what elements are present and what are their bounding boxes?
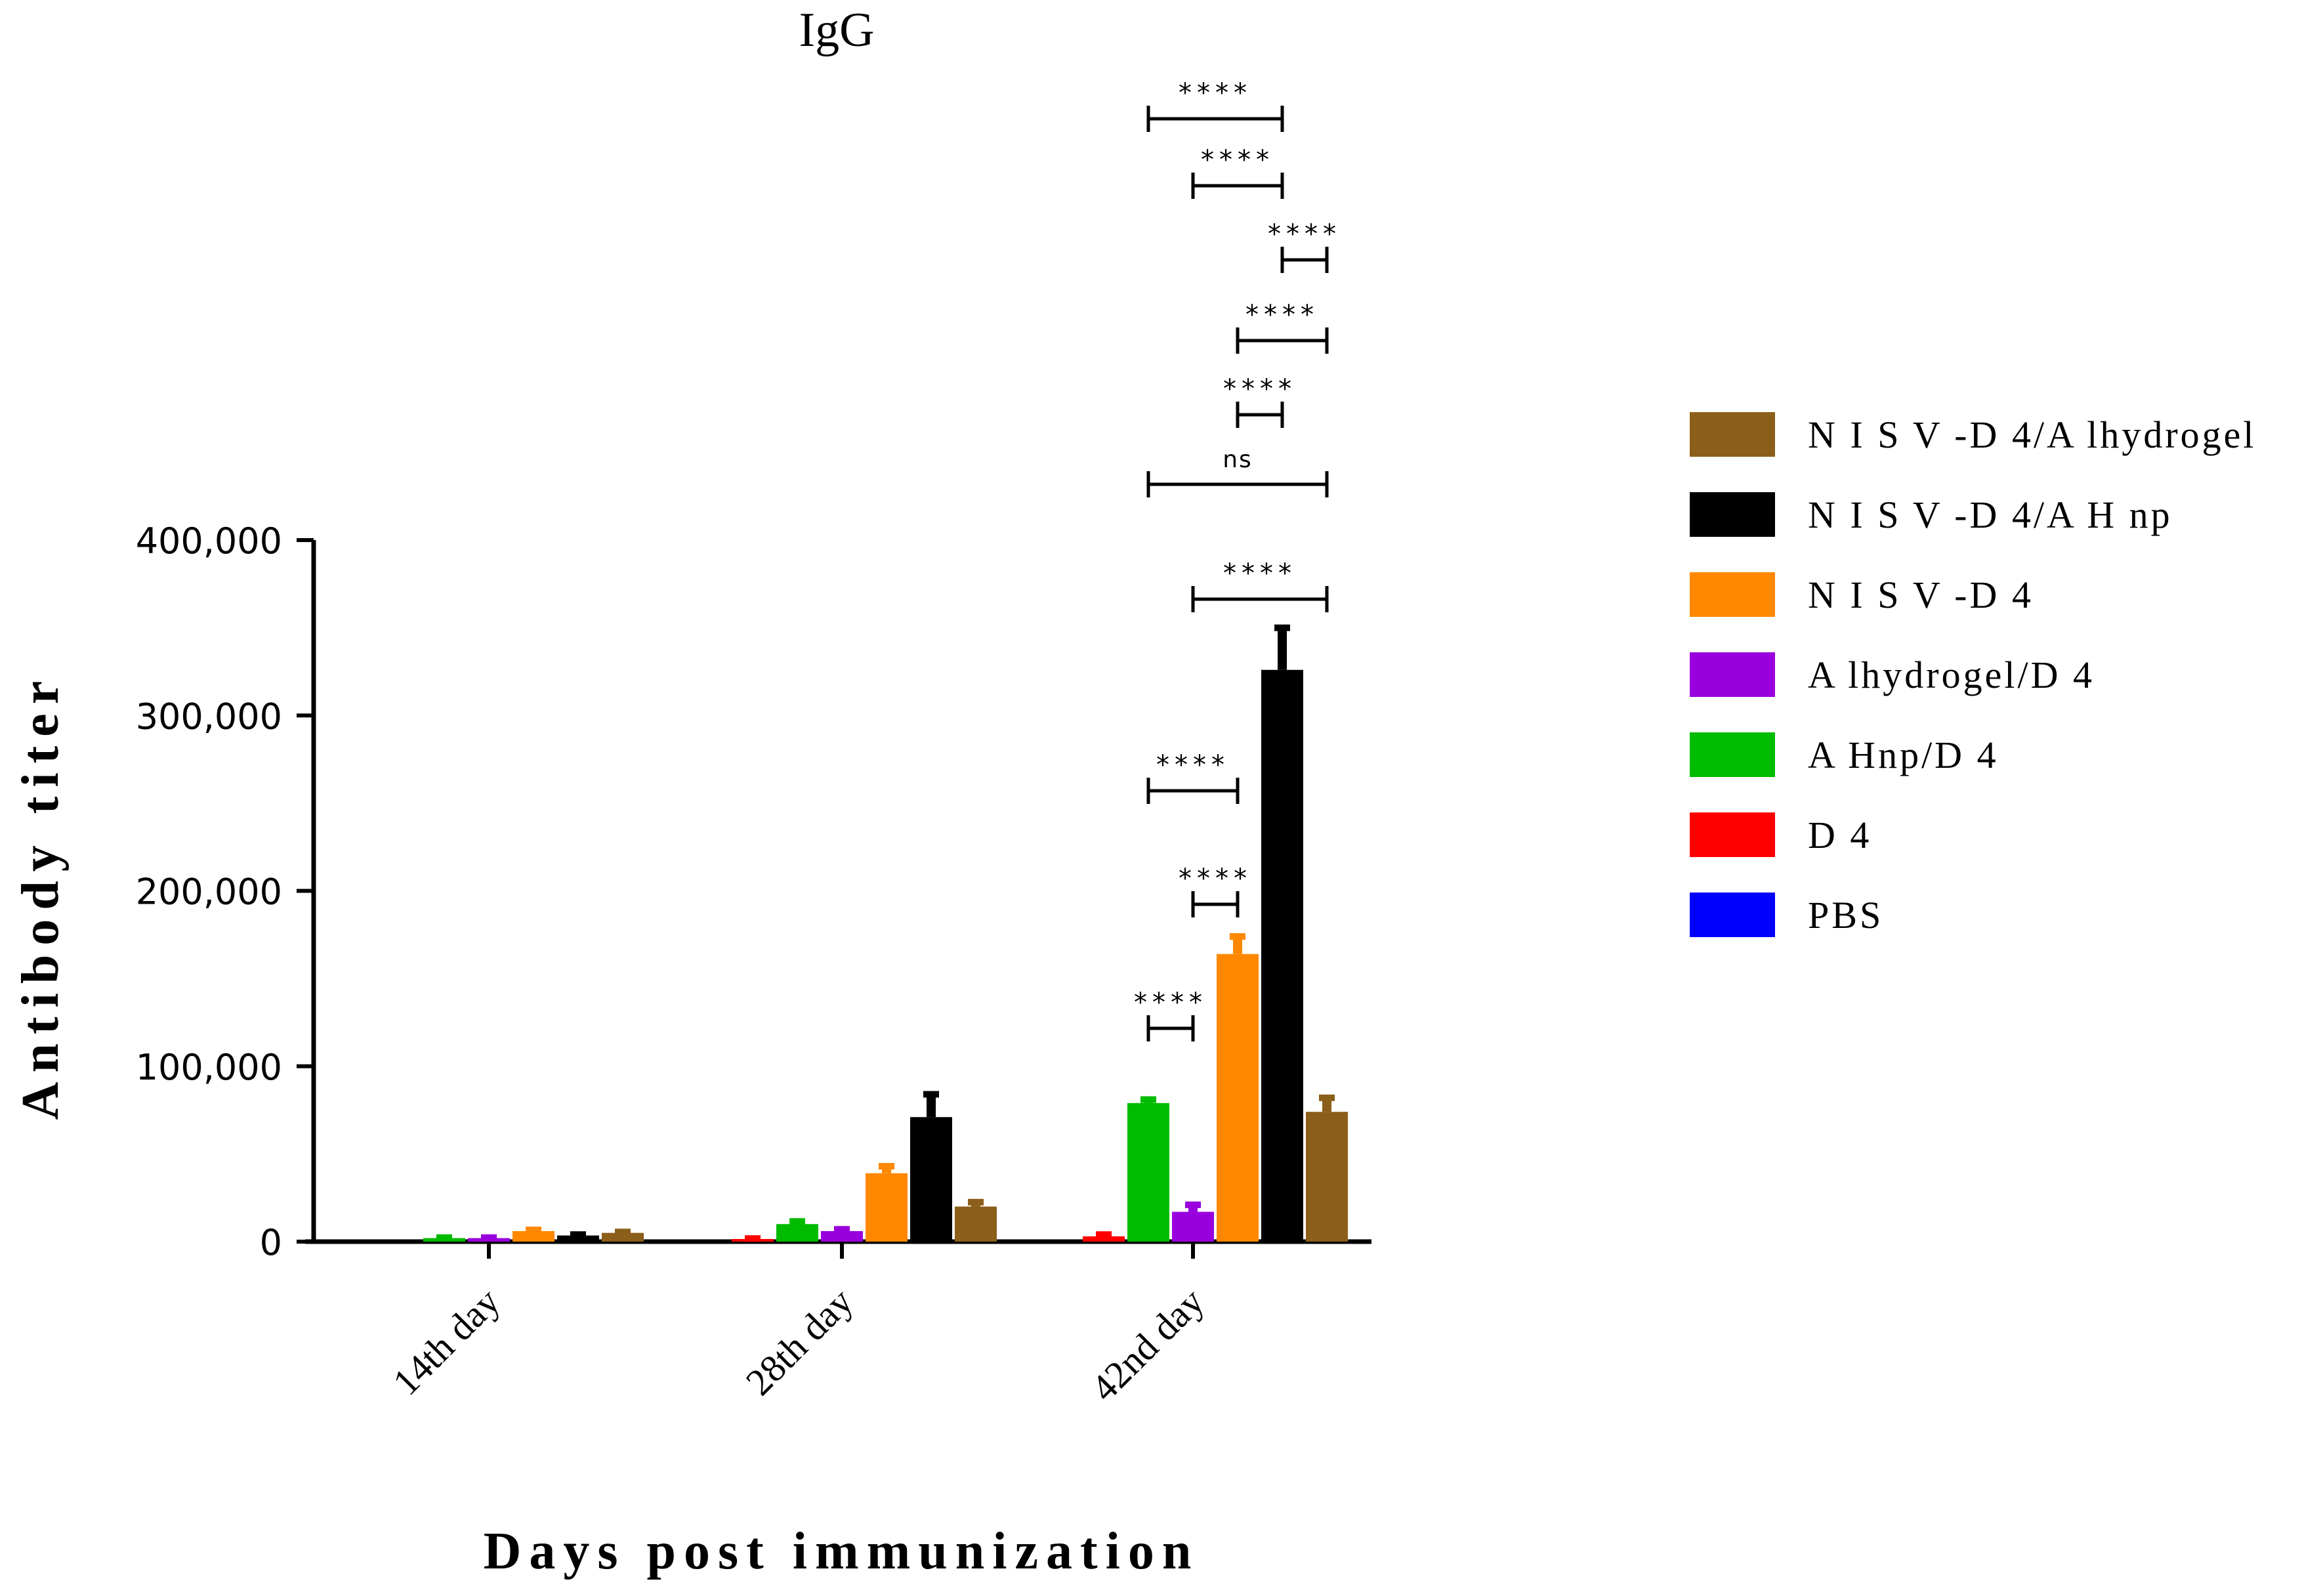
significance-label: **** bbox=[1156, 750, 1230, 780]
x-tick-label: 14th day bbox=[385, 1280, 508, 1403]
x-tick-label: 42nd day bbox=[1083, 1280, 1212, 1409]
legend-swatch bbox=[1690, 652, 1775, 697]
chart-title: IgG bbox=[799, 3, 874, 57]
y-tick-label: 0 bbox=[260, 1222, 282, 1263]
legend-label: N I S V -D 4/A lhydrogel bbox=[1808, 413, 2257, 456]
bar bbox=[512, 1230, 554, 1242]
legend-label: A Hnp/D 4 bbox=[1808, 734, 1999, 776]
legend-swatch bbox=[1690, 572, 1775, 617]
legend-swatch bbox=[1690, 492, 1775, 537]
significance-label: ns bbox=[1223, 446, 1253, 473]
significance-label: **** bbox=[1179, 864, 1252, 894]
bar bbox=[1261, 669, 1303, 1242]
bar bbox=[955, 1206, 997, 1242]
significance-brackets: **** **** **** **** ns **** **** **** **** **** bbox=[1134, 78, 1341, 1041]
bar bbox=[910, 1117, 952, 1242]
y-tick-label: 300,000 bbox=[136, 696, 282, 737]
bar bbox=[1306, 1112, 1348, 1242]
legend-label: A lhydrogel/D 4 bbox=[1808, 654, 2095, 696]
legend: N I S V -D 4/A lhydrogel N I S V -D 4/A H… bbox=[1690, 412, 2257, 937]
legend-label: N I S V -D 4/A H np bbox=[1808, 494, 2173, 536]
y-tick-label: 100,000 bbox=[136, 1047, 282, 1088]
legend-swatch bbox=[1690, 892, 1775, 937]
bar bbox=[821, 1230, 863, 1242]
legend-swatch bbox=[1690, 412, 1775, 457]
axes: 0 100,000 200,000 300,000 400,000 14th day 28t… bbox=[136, 520, 1371, 1410]
y-axis-label: Antibody titer bbox=[12, 672, 70, 1120]
legend-swatch bbox=[1690, 732, 1775, 777]
legend-swatch bbox=[1690, 812, 1775, 857]
bar bbox=[1083, 1236, 1125, 1242]
bar bbox=[602, 1232, 644, 1242]
significance-label: **** bbox=[1134, 988, 1207, 1018]
x-axis-label: Days post immunization bbox=[484, 1522, 1200, 1580]
x-tick-label: 28th day bbox=[738, 1280, 861, 1403]
bar bbox=[1217, 954, 1259, 1242]
significance-label: **** bbox=[1223, 558, 1297, 589]
bars bbox=[423, 624, 1348, 1242]
bar bbox=[557, 1235, 599, 1242]
bar bbox=[776, 1224, 818, 1242]
y-tick-label: 200,000 bbox=[136, 872, 282, 913]
significance-label: **** bbox=[1245, 300, 1319, 330]
bar bbox=[1172, 1211, 1214, 1242]
significance-label: **** bbox=[1201, 145, 1274, 175]
significance-label: **** bbox=[1268, 219, 1341, 249]
bar bbox=[1127, 1102, 1169, 1242]
significance-label: **** bbox=[1179, 78, 1252, 108]
legend-label: N I S V -D 4 bbox=[1808, 574, 2034, 616]
significance-label: **** bbox=[1223, 374, 1297, 404]
legend-label: D 4 bbox=[1808, 814, 1871, 856]
y-tick-label: 400,000 bbox=[136, 520, 282, 562]
bar bbox=[866, 1173, 908, 1242]
legend-label: PBS bbox=[1808, 894, 1883, 936]
